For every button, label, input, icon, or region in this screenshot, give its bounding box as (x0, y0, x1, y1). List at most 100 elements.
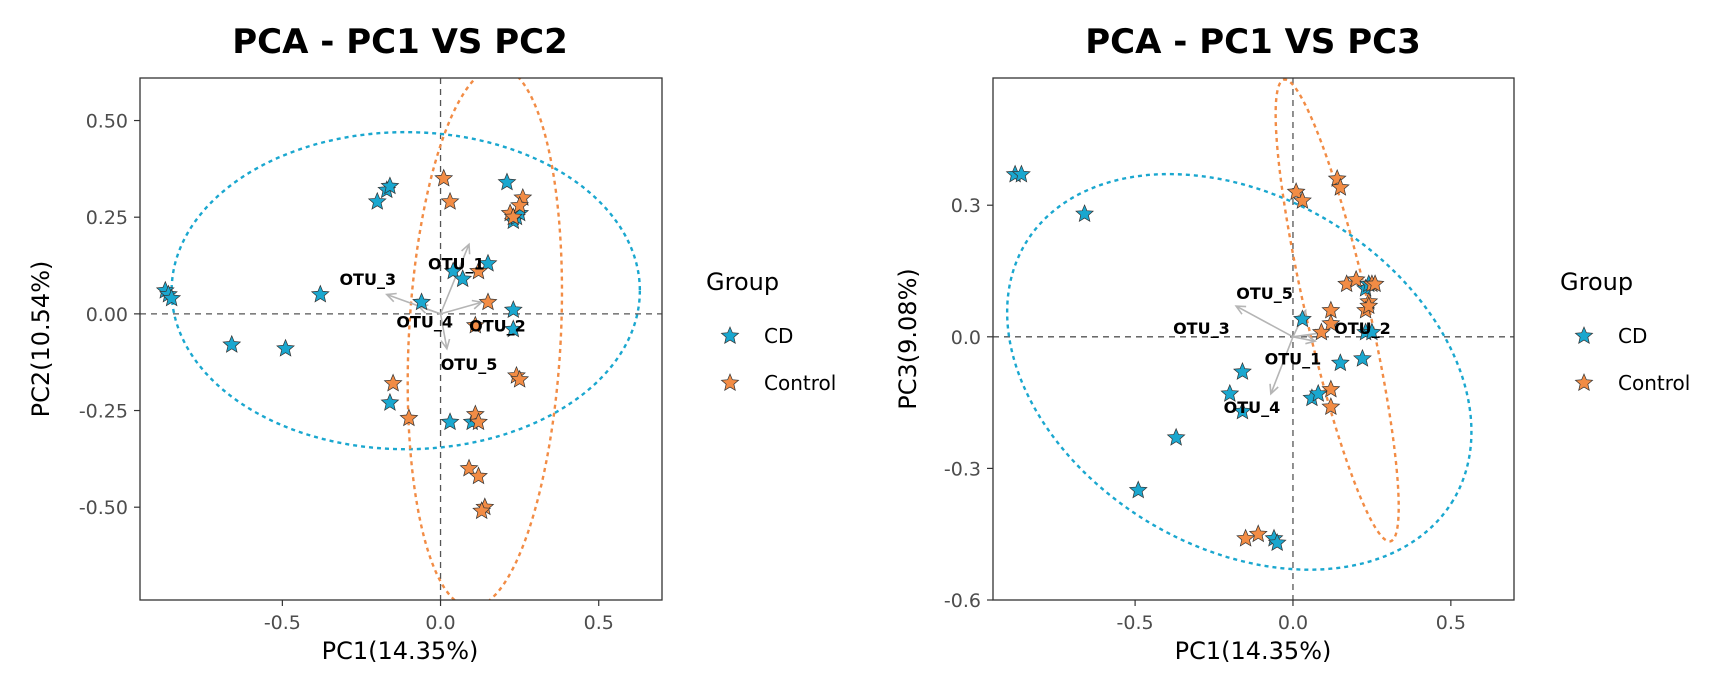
arrow-head (1234, 305, 1247, 315)
data-point-cd (443, 261, 463, 280)
loading-arrow-otu-4 (1269, 336, 1294, 396)
data-point-cd (1308, 383, 1328, 402)
data-point-control (472, 501, 492, 520)
loading-label: OTU_5 (1236, 284, 1293, 303)
x-axis-title: PC1(14.35%) (322, 637, 479, 665)
data-point-control (440, 191, 460, 210)
data-point-control (1248, 524, 1268, 543)
x-tick-label: 0.5 (1436, 612, 1466, 634)
x-tick-label: 0.0 (1278, 612, 1308, 634)
data-point-control (1293, 190, 1312, 209)
legend: Group CD Control (1560, 268, 1690, 395)
y-tick-label: 0.0 (951, 327, 981, 349)
ellipse-cd (170, 130, 642, 451)
legend-key-star (720, 373, 740, 392)
data-point-cd (503, 319, 523, 338)
data-point-cd (1128, 480, 1148, 499)
data-point-control (465, 315, 485, 334)
arrow-head (1269, 383, 1279, 396)
arrow-shaft (439, 313, 448, 349)
data-point-cd (162, 288, 182, 307)
data-point-control (1321, 379, 1341, 398)
x-tick-label: 0.5 (584, 612, 614, 634)
y-tick-label: 0.00 (86, 304, 128, 326)
loading-arrow-otu-1 (1292, 334, 1317, 345)
loading-label: OTU_2 (1334, 319, 1391, 338)
data-point-cd (503, 300, 523, 319)
ellipse-control (1274, 78, 1400, 543)
y-axis-title: PC2(10.54%) (27, 261, 55, 418)
plot-content: OTU_1 OTU_2 OTU_3 OTU_4 OTU_5 (140, 78, 662, 600)
data-point-control (1321, 397, 1341, 416)
data-point-control (469, 261, 488, 280)
loading-arrow-otu-3 (1234, 305, 1294, 338)
arrow-head (471, 299, 484, 310)
data-point-cd (1166, 427, 1186, 446)
ellipse-cd (1005, 172, 1473, 571)
data-point-cd (1330, 353, 1350, 372)
x-tick-label: -0.5 (1117, 612, 1154, 634)
data-point-control (478, 292, 498, 311)
loading-label: OTU_5 (441, 355, 498, 374)
plot-content: OTU_1 OTU_2 OTU_3 OTU_4 OTU_5 (993, 78, 1514, 600)
data-point-cd (1011, 164, 1031, 183)
y-tick-label: -0.25 (79, 401, 128, 423)
loading-label: OTU_3 (1173, 319, 1230, 338)
ellipse-control (406, 78, 564, 600)
y-axis-title: PC3(9.08%) (894, 268, 922, 409)
x-tick-label: 0.0 (425, 612, 455, 634)
data-point-cd (367, 191, 387, 210)
pca-panel-pc1-vs-pc2: PCA - PC1 VS PC2 PC1(14.35%) PC2(10.54%)… (27, 22, 836, 665)
data-point-cd (1075, 204, 1094, 222)
data-point-control (1346, 269, 1366, 288)
data-point-cd (440, 412, 460, 431)
data-point-control (503, 207, 523, 226)
loading-arrow-otu-5 (439, 313, 451, 351)
data-point-control (510, 369, 530, 388)
arrow-shaft (439, 243, 470, 315)
data-point-control (434, 168, 454, 187)
data-point-cd (478, 253, 498, 272)
plot-border (139, 77, 663, 601)
y-tick-label: 0.50 (86, 111, 128, 133)
loading-label: OTU_1 (1265, 350, 1322, 369)
legend-key-star (1574, 326, 1594, 345)
arrow-head (1305, 334, 1317, 345)
loading-label: OTU_2 (469, 316, 526, 335)
legend-label-control: Control (1618, 371, 1690, 395)
data-point-control (1321, 313, 1341, 332)
arrow-head (461, 242, 471, 255)
legend-label-cd: CD (1618, 324, 1647, 348)
series-control (1236, 168, 1385, 547)
data-point-control (1311, 322, 1331, 341)
loading-label: OTU_4 (1224, 398, 1281, 417)
series-cd (1005, 164, 1382, 551)
y-tick-label: -0.50 (79, 497, 128, 519)
data-point-cd (310, 284, 330, 303)
data-point-cd (412, 292, 431, 311)
data-point-control (510, 195, 530, 214)
legend-label-cd: CD (764, 324, 793, 348)
legend-label-control: Control (764, 371, 836, 395)
arrow-head (385, 292, 397, 303)
data-point-control (1286, 182, 1306, 201)
y-tick-label: -0.3 (944, 458, 981, 480)
legend-item-control: Control (1574, 371, 1690, 395)
data-point-cd (1267, 533, 1287, 551)
legend-item-control: Control (720, 371, 836, 395)
data-point-cd (222, 334, 242, 353)
data-point-cd (276, 338, 295, 357)
loading-label: OTU_1 (428, 255, 485, 274)
legend-key-star (720, 326, 740, 345)
loading-label: OTU_3 (339, 270, 396, 289)
arrow-head (440, 338, 451, 351)
y-tick-label: -0.6 (944, 590, 981, 612)
data-point-control (383, 373, 403, 392)
data-point-control (399, 408, 419, 427)
arrow-shaft (440, 301, 482, 315)
arrow-shaft (1292, 336, 1316, 342)
data-point-cd (453, 269, 473, 288)
legend-title: Group (1560, 268, 1633, 296)
panel-title: PCA - PC1 VS PC3 (1085, 22, 1421, 62)
data-point-control (1365, 274, 1385, 293)
